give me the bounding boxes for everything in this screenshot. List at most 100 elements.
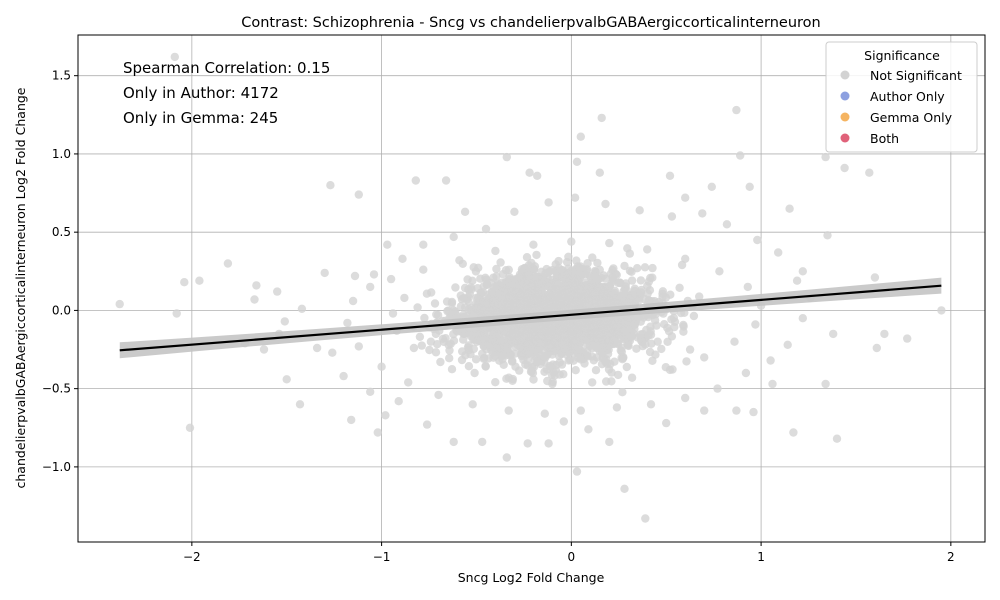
point-not-significant <box>339 371 348 381</box>
point-not-significant <box>713 384 722 393</box>
cloud-point <box>552 277 561 286</box>
point-not-significant <box>829 329 838 339</box>
cloud-point <box>589 356 598 365</box>
cloud-point <box>515 273 524 282</box>
legend-label-author-only: Author Only <box>870 89 945 104</box>
cloud-point <box>465 329 474 338</box>
point-not-significant <box>533 171 542 180</box>
cloud-point <box>538 276 547 285</box>
cloud-point <box>593 330 603 339</box>
cloud-point <box>464 362 474 371</box>
cloud-point <box>476 335 486 345</box>
cloud-point <box>633 264 642 273</box>
cloud-point <box>473 284 482 293</box>
cloud-point <box>533 295 542 305</box>
cloud-point <box>620 261 629 271</box>
point-not-significant <box>252 281 261 290</box>
cloud-point <box>695 292 704 301</box>
point-not-significant <box>460 207 470 216</box>
point-not-significant <box>502 453 511 462</box>
cloud-point <box>433 310 443 320</box>
point-not-significant <box>400 293 409 303</box>
cloud-point <box>500 341 509 351</box>
point-not-significant <box>732 105 741 115</box>
point-not-significant <box>698 209 707 218</box>
point-not-significant <box>180 278 189 287</box>
cloud-point <box>515 279 524 289</box>
cloud-point <box>644 312 653 322</box>
cloud-point <box>513 306 522 315</box>
x-tick-label: 1 <box>757 550 765 564</box>
point-not-significant <box>865 168 874 177</box>
point-not-significant <box>383 240 392 249</box>
y-tick-label: 0.5 <box>52 225 71 239</box>
cloud-point <box>593 258 602 268</box>
point-not-significant <box>259 345 269 354</box>
point-not-significant <box>785 204 794 213</box>
point-not-significant <box>665 365 675 375</box>
point-not-significant <box>715 267 724 276</box>
legend-marker-not-significant <box>840 70 850 80</box>
point-not-significant <box>870 273 880 282</box>
legend-entry-author-only: Author Only <box>840 89 945 104</box>
cloud-point <box>588 253 597 262</box>
point-not-significant <box>223 259 233 268</box>
point-not-significant <box>570 193 580 202</box>
cloud-point <box>459 294 468 303</box>
point-not-significant <box>115 299 124 309</box>
cloud-point <box>576 270 585 279</box>
cloud-point <box>477 304 486 313</box>
point-not-significant <box>544 198 553 207</box>
cloud-point <box>617 347 626 356</box>
point-not-significant <box>662 418 671 428</box>
point-not-significant <box>667 212 677 221</box>
cloud-point <box>507 297 517 306</box>
cloud-point <box>415 332 425 341</box>
y-tick-label: 0.0 <box>52 303 71 317</box>
cloud-point <box>446 339 455 349</box>
cloud-point <box>460 283 470 293</box>
legend-label-both: Both <box>870 131 899 146</box>
point-not-significant <box>681 393 690 403</box>
cloud-point <box>579 334 588 343</box>
point-not-significant <box>743 282 752 292</box>
cloud-point <box>658 292 667 302</box>
cloud-point <box>515 291 525 300</box>
cloud-point <box>420 313 429 323</box>
cloud-point <box>431 329 441 339</box>
point-not-significant <box>312 343 322 353</box>
cloud-point <box>456 302 466 311</box>
cloud-point <box>663 337 672 346</box>
cloud-point <box>487 335 497 344</box>
cloud-point <box>431 348 441 357</box>
point-not-significant <box>745 182 754 191</box>
cloud-point <box>463 275 472 284</box>
cloud-point <box>640 263 650 272</box>
point-not-significant <box>185 423 195 432</box>
legend: Significance Not Significant Author Only… <box>825 41 978 153</box>
cloud-point <box>622 286 631 295</box>
cloud-point <box>451 283 460 292</box>
point-not-significant <box>398 254 407 263</box>
point-not-significant <box>373 428 382 437</box>
cloud-point <box>625 249 634 258</box>
cloud-point <box>635 296 644 305</box>
cloud-point <box>507 337 517 346</box>
annotation-gemma-only: Only in Gemma: 245 <box>123 109 278 127</box>
cloud-point <box>568 279 577 288</box>
point-not-significant <box>449 232 458 242</box>
point-not-significant <box>525 168 534 177</box>
cloud-point <box>551 360 561 370</box>
cloud-point <box>532 250 541 260</box>
legend-entry-gemma-only: Gemma Only <box>840 110 953 125</box>
point-not-significant <box>455 256 464 265</box>
cloud-point <box>483 299 492 308</box>
cloud-point <box>564 252 573 261</box>
cloud-point <box>447 365 457 374</box>
cloud-point <box>427 288 436 297</box>
point-not-significant <box>605 437 614 447</box>
cloud-point <box>646 322 655 331</box>
point-not-significant <box>766 356 775 365</box>
point-not-significant <box>572 157 582 166</box>
cloud-point <box>479 325 489 334</box>
